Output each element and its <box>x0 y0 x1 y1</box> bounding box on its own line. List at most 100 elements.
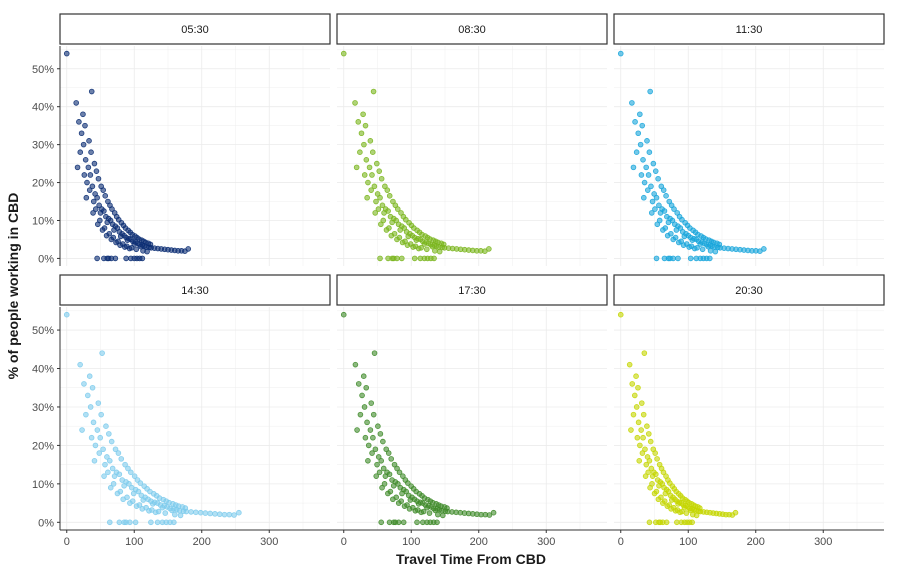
data-point <box>663 519 670 526</box>
data-point <box>440 512 446 519</box>
data-point <box>127 519 133 526</box>
data-point <box>633 404 640 410</box>
data-point <box>697 241 704 247</box>
data-point <box>382 473 389 479</box>
data-point <box>699 246 706 253</box>
scatter-points <box>617 311 739 526</box>
data-point <box>126 245 133 252</box>
facet-panel-1430: 14:30 <box>59 274 331 530</box>
data-point <box>413 237 420 244</box>
facet-strip <box>336 274 608 306</box>
data-point <box>361 141 367 148</box>
data-point <box>216 511 223 518</box>
data-point <box>665 219 672 226</box>
data-point <box>712 248 719 255</box>
data-point <box>645 469 651 476</box>
data-point <box>378 175 385 182</box>
data-point <box>104 454 110 460</box>
data-point <box>375 454 382 460</box>
data-point <box>197 509 204 516</box>
data-point <box>366 164 373 171</box>
data-point <box>357 411 364 418</box>
data-point <box>649 198 656 205</box>
data-point <box>653 255 660 262</box>
scatter-points <box>63 50 192 262</box>
facet-panels: 05:30 08:30 11:30 14:30 17:30 20:30 <box>59 13 885 530</box>
data-point <box>395 500 402 506</box>
data-point <box>732 509 739 516</box>
data-point <box>654 221 661 228</box>
data-point <box>340 311 347 318</box>
data-point <box>632 119 638 125</box>
data-point <box>365 179 371 186</box>
data-point <box>125 465 131 472</box>
data-point <box>363 384 370 391</box>
data-point <box>418 509 424 516</box>
data-point <box>122 461 128 468</box>
data-point <box>656 482 662 489</box>
data-point <box>185 246 192 252</box>
data-point <box>88 149 94 156</box>
data-point <box>397 227 403 233</box>
data-point <box>664 503 671 509</box>
data-point <box>663 193 669 199</box>
scatter-points <box>340 50 492 262</box>
data-point <box>109 206 115 212</box>
facet-strip-label: 14:30 <box>181 285 209 297</box>
data-point <box>378 519 385 526</box>
data-point <box>415 245 422 252</box>
data-point <box>93 168 100 174</box>
data-point <box>377 194 383 201</box>
data-point <box>120 496 126 503</box>
facet-panel-1130: 11:30 <box>613 13 885 266</box>
data-point <box>112 446 119 453</box>
data-point <box>691 245 698 252</box>
data-point <box>146 507 152 514</box>
data-point <box>361 172 368 178</box>
data-point <box>637 141 644 148</box>
data-point <box>644 423 650 429</box>
data-point <box>94 255 100 262</box>
data-point <box>63 50 70 57</box>
grid-lines <box>614 46 884 266</box>
data-point <box>432 507 439 514</box>
data-point <box>85 164 92 171</box>
facet-strip <box>613 13 885 45</box>
data-point <box>421 241 428 247</box>
data-point <box>626 361 633 368</box>
data-point <box>633 373 639 380</box>
y-tick-label: 10% <box>32 479 54 491</box>
data-point <box>376 168 383 174</box>
data-point <box>88 88 95 95</box>
facet-strip-label: 17:30 <box>458 285 486 297</box>
x-tick-label: 0 <box>64 536 70 548</box>
x-tick-label: 300 <box>260 536 278 548</box>
x-tick-label: 200 <box>747 536 765 548</box>
data-point <box>635 384 641 391</box>
data-point <box>635 419 642 426</box>
grid-lines <box>337 307 607 530</box>
data-point <box>363 156 370 163</box>
data-point <box>131 241 138 247</box>
data-point <box>440 241 447 248</box>
x-tick-label: 200 <box>470 536 488 548</box>
data-point <box>369 450 375 456</box>
data-point <box>377 255 383 262</box>
data-point <box>639 450 646 456</box>
data-point <box>370 88 377 95</box>
data-point <box>630 411 637 418</box>
data-point <box>96 202 102 209</box>
data-point <box>116 471 123 478</box>
data-point <box>372 210 378 216</box>
data-point <box>133 246 140 253</box>
data-point <box>100 187 106 193</box>
x-tick-label: 200 <box>193 536 211 548</box>
data-point <box>100 446 106 453</box>
data-point <box>426 510 433 516</box>
data-point <box>91 160 98 167</box>
y-tick-label: 10% <box>32 215 54 227</box>
data-point <box>379 484 385 491</box>
data-point <box>352 100 358 106</box>
data-point <box>642 473 649 479</box>
data-point <box>648 210 655 216</box>
